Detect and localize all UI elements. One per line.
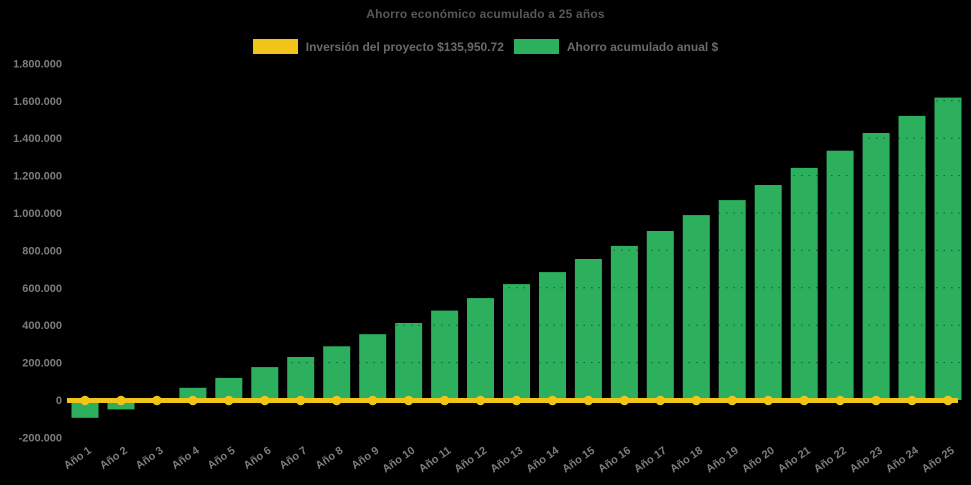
x-axis-label: Año 23 bbox=[848, 445, 885, 476]
x-axis-label: Año 19 bbox=[704, 445, 741, 476]
investment-swatch bbox=[252, 39, 298, 54]
y-axis-label: 800.000 bbox=[22, 245, 62, 257]
x-axis-label: Año 10 bbox=[380, 445, 417, 476]
investment-line-marker bbox=[799, 395, 809, 406]
x-axis-label: Año 4 bbox=[170, 444, 203, 472]
bar-ano-13 bbox=[503, 284, 530, 400]
investment-line-marker bbox=[871, 395, 881, 406]
bar-ano-16 bbox=[610, 245, 638, 400]
x-axis-label: Año 12 bbox=[452, 445, 489, 476]
investment-line-marker bbox=[511, 395, 522, 406]
savings-swatch bbox=[513, 39, 559, 54]
bar-ano-17 bbox=[646, 231, 674, 400]
bar-ano-24 bbox=[898, 115, 926, 401]
x-axis-label: Año 15 bbox=[560, 445, 597, 476]
bar-ano-4 bbox=[179, 387, 207, 400]
investment-line-marker bbox=[188, 395, 198, 406]
bar-ano-9 bbox=[359, 334, 387, 400]
bar-ano-1 bbox=[71, 400, 99, 418]
investment-line-marker bbox=[80, 395, 90, 406]
y-axis-label: 1.000.000 bbox=[13, 208, 62, 220]
x-axis-label: Año 8 bbox=[314, 445, 346, 472]
investment-line-marker bbox=[475, 395, 486, 406]
x-axis-label: Año 6 bbox=[242, 445, 274, 472]
legend-item-investment: Inversión del proyecto $135,950.72 bbox=[252, 39, 504, 54]
bar-ano-11 bbox=[431, 310, 459, 400]
x-axis-label: Año 24 bbox=[884, 444, 922, 475]
x-axis-label: Año 1 bbox=[62, 445, 94, 472]
y-axis-label: -200.000 bbox=[19, 432, 62, 444]
x-axis-label: Año 13 bbox=[488, 445, 525, 476]
investment-line-marker bbox=[332, 395, 342, 406]
investment-line-marker bbox=[260, 395, 270, 406]
investment-line-marker bbox=[296, 395, 306, 406]
bar-ano-23 bbox=[862, 133, 890, 400]
x-axis-label: Año 21 bbox=[776, 445, 813, 476]
bar-ano-15 bbox=[574, 259, 602, 400]
y-axis-label: 0 bbox=[56, 395, 62, 407]
investment-line-marker bbox=[943, 395, 953, 406]
x-axis-label: Año 5 bbox=[206, 445, 238, 472]
y-axis-label: 600.000 bbox=[22, 283, 62, 295]
bar-ano-7 bbox=[287, 357, 315, 400]
bar-ano-8 bbox=[323, 346, 351, 400]
x-axis-label: Año 11 bbox=[417, 445, 453, 476]
bar-ano-19 bbox=[718, 200, 746, 400]
legend: Inversión del proyecto $135,950.72 Ahorr… bbox=[0, 39, 971, 54]
y-axis-label: 200.000 bbox=[22, 358, 62, 370]
x-axis-label: Año 17 bbox=[632, 445, 669, 476]
investment-line-marker bbox=[368, 395, 378, 406]
y-axis-label: 1.400.000 bbox=[13, 133, 62, 145]
x-axis-label: Año 20 bbox=[740, 445, 777, 476]
investment-line-marker bbox=[439, 395, 450, 406]
investment-line-marker bbox=[224, 395, 234, 406]
investment-line-marker bbox=[547, 395, 558, 406]
legend-label-savings: Ahorro acumulado anual $ bbox=[566, 39, 719, 54]
y-axis-label: 1.200.000 bbox=[13, 171, 62, 183]
bar-ano-6 bbox=[251, 367, 279, 400]
x-axis-label: Año 22 bbox=[812, 445, 849, 476]
investment-line-marker bbox=[403, 395, 414, 406]
bar-ano-14 bbox=[539, 272, 566, 400]
bar-ano-10 bbox=[395, 323, 423, 400]
y-axis-label: 400.000 bbox=[22, 320, 62, 332]
x-axis-label: Año 16 bbox=[596, 445, 633, 476]
bar-ano-5 bbox=[215, 377, 243, 400]
x-axis-label: Año 2 bbox=[98, 445, 130, 472]
investment-line-marker bbox=[763, 395, 773, 406]
x-axis-label: Año 18 bbox=[668, 445, 705, 476]
investment-line-marker bbox=[727, 395, 737, 406]
x-axis-label: Año 3 bbox=[134, 445, 166, 472]
x-axis-label: Año 14 bbox=[524, 444, 562, 475]
bar-ano-18 bbox=[682, 215, 710, 400]
investment-line-marker bbox=[619, 395, 630, 406]
investment-line-marker bbox=[835, 395, 845, 406]
investment-line-marker bbox=[907, 395, 917, 406]
bar-ano-21 bbox=[790, 167, 818, 400]
bar-ano-20 bbox=[754, 185, 782, 400]
legend-label-investment: Inversión del proyecto $135,950.72 bbox=[305, 39, 504, 54]
y-axis-label: 1.600.000 bbox=[13, 96, 62, 108]
investment-line-marker bbox=[152, 395, 162, 406]
bar-ano-12 bbox=[467, 298, 494, 400]
y-axis-label: 1.800.000 bbox=[13, 58, 62, 70]
investment-line-marker bbox=[583, 395, 594, 406]
x-axis-label: Año 25 bbox=[920, 445, 957, 476]
x-axis-label: Año 7 bbox=[278, 445, 310, 472]
x-axis-label: Año 9 bbox=[350, 445, 382, 472]
bar-ano-22 bbox=[826, 150, 854, 400]
legend-item-savings: Ahorro acumulado anual $ bbox=[513, 39, 719, 54]
investment-line-marker bbox=[116, 395, 126, 406]
investment-line-marker bbox=[655, 395, 665, 406]
chart-title: Ahorro económico acumulado a 25 años bbox=[366, 7, 605, 21]
investment-line-marker bbox=[691, 395, 701, 406]
bar-ano-25 bbox=[934, 97, 962, 400]
